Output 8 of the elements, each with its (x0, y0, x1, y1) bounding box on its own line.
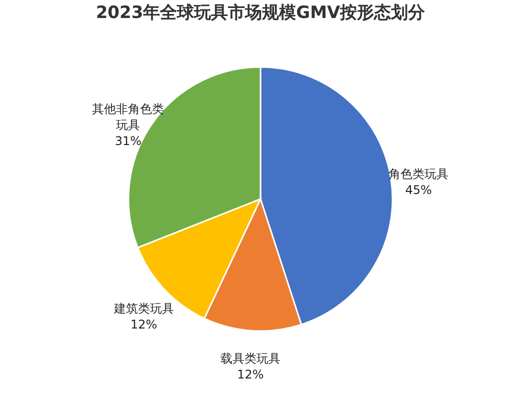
slice-label: 其他非角色类玩具 (92, 102, 164, 132)
data-label: 12% (130, 318, 158, 332)
chart-title: 2023年全球玩具市场规模GMV按形态划分 (96, 3, 426, 23)
data-label: 45% (405, 182, 432, 197)
data-label: 12% (237, 368, 264, 382)
slice-label: 建筑类玩具 (112, 302, 174, 316)
slice-label: 载具类玩具 (220, 352, 280, 366)
data-label: 31% (114, 134, 142, 148)
